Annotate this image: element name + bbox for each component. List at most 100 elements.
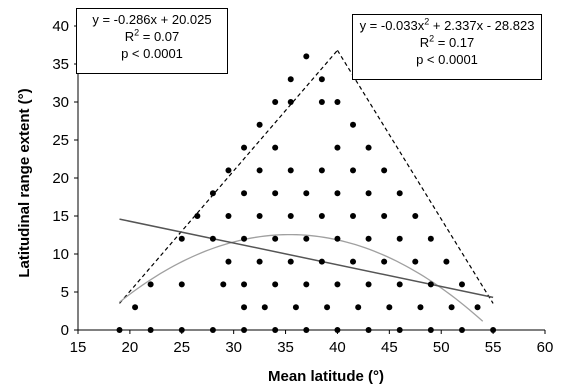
data-point — [147, 281, 154, 288]
y-tick-label: 25 — [52, 132, 69, 149]
x-tick-label: 30 — [225, 339, 242, 356]
data-point — [381, 258, 388, 265]
data-point — [318, 258, 325, 265]
data-point — [256, 258, 263, 265]
data-point — [225, 258, 232, 265]
point-layer — [116, 53, 497, 333]
x-tick-label: 35 — [277, 339, 294, 356]
data-point — [272, 281, 279, 288]
data-point — [318, 213, 325, 219]
data-point — [272, 190, 279, 197]
x-tick-label: 20 — [122, 339, 139, 356]
data-point — [448, 304, 455, 311]
data-point — [220, 281, 227, 288]
linear-fit-p-value: p < 0.0001 — [121, 46, 183, 61]
data-point — [427, 281, 434, 288]
linear-fit-annotation: y = -0.286x + 20.025 R2 = 0.07 p < 0.000… — [76, 8, 228, 74]
data-point — [272, 235, 279, 242]
y-tick-label: 0 — [61, 322, 69, 339]
linear-fit-equation: y = -0.286x + 20.025 — [92, 12, 212, 27]
data-point — [427, 235, 434, 242]
quadratic-fit-curve — [119, 233, 484, 322]
data-point — [334, 281, 341, 288]
y-tick-label: 5 — [61, 284, 69, 301]
data-point — [365, 190, 372, 197]
x-tick-label: 50 — [433, 339, 450, 356]
x-tick-label: 45 — [381, 339, 398, 356]
axis-layer: 15 20 25 30 35 40 45 50 55 60 0 5 10 15 20 25 30 35 40 — [52, 18, 553, 356]
x-axis-title: Mean latitude (°) — [268, 368, 384, 385]
data-point — [334, 235, 341, 242]
data-point — [365, 235, 372, 242]
fit-layer — [119, 218, 494, 322]
data-point — [241, 235, 248, 242]
data-point — [272, 99, 279, 105]
x-tick-label: 25 — [173, 339, 190, 356]
data-point — [256, 121, 263, 128]
envelope-line — [119, 49, 338, 304]
y-tick-label: 40 — [52, 18, 69, 35]
data-point — [417, 304, 424, 311]
data-point — [256, 167, 263, 174]
y-tick-label: 15 — [52, 208, 69, 225]
data-point — [287, 258, 294, 265]
data-point — [303, 235, 310, 242]
data-point — [272, 144, 279, 151]
data-point — [256, 213, 263, 219]
data-point — [443, 258, 450, 265]
quadratic-fit-r2: R2 = 0.17 — [419, 33, 475, 50]
data-point — [287, 76, 294, 83]
data-point — [396, 190, 403, 197]
data-point — [365, 281, 372, 288]
data-point — [334, 190, 341, 197]
data-point — [225, 213, 232, 219]
data-point — [350, 213, 357, 219]
x-tick-label: 60 — [537, 339, 554, 356]
data-point — [318, 76, 325, 83]
quadratic-fit-annotation: y = -0.033x2 + 2.337x - 28.823 R2 = 0.17… — [352, 14, 542, 80]
data-point — [350, 167, 357, 174]
quadratic-fit-p-value: p < 0.0001 — [416, 52, 478, 67]
data-point — [292, 304, 299, 311]
y-tick-label: 35 — [52, 56, 69, 73]
data-point — [386, 304, 393, 311]
data-point — [241, 281, 248, 288]
data-point — [412, 213, 419, 219]
x-tick-label: 40 — [329, 339, 346, 356]
y-tick-label: 10 — [52, 246, 69, 263]
data-point — [287, 167, 294, 174]
data-point — [474, 304, 481, 311]
data-point — [303, 53, 310, 60]
data-point — [381, 213, 388, 219]
data-point — [303, 281, 310, 288]
envelope-line — [336, 50, 494, 304]
quadratic-fit-equation: y = -0.033x2 + 2.337x - 28.823 — [359, 16, 535, 33]
data-point — [365, 144, 372, 151]
data-point — [334, 144, 341, 151]
data-point — [178, 281, 185, 288]
data-point — [132, 304, 139, 311]
y-tick-label: 20 — [52, 170, 69, 187]
data-point — [318, 99, 325, 105]
data-point — [287, 99, 294, 105]
y-axis-title: Latitudinal range extent (°) — [16, 88, 33, 277]
data-point — [225, 167, 232, 174]
data-point — [412, 258, 419, 265]
data-point — [209, 235, 216, 242]
data-point — [209, 190, 216, 197]
data-point — [350, 258, 357, 265]
data-point — [334, 99, 341, 105]
data-point — [355, 304, 362, 311]
data-point — [458, 281, 465, 288]
data-point — [350, 121, 357, 128]
data-point — [318, 167, 325, 174]
data-point — [381, 167, 388, 174]
y-tick-label: 30 — [52, 94, 69, 111]
envelope-layer — [119, 49, 494, 304]
data-point — [261, 304, 268, 311]
data-point — [396, 281, 403, 288]
data-point — [287, 213, 294, 219]
data-point — [396, 235, 403, 242]
data-point — [324, 304, 331, 311]
linear-fit-r2: R2 = 0.07 — [124, 27, 180, 44]
